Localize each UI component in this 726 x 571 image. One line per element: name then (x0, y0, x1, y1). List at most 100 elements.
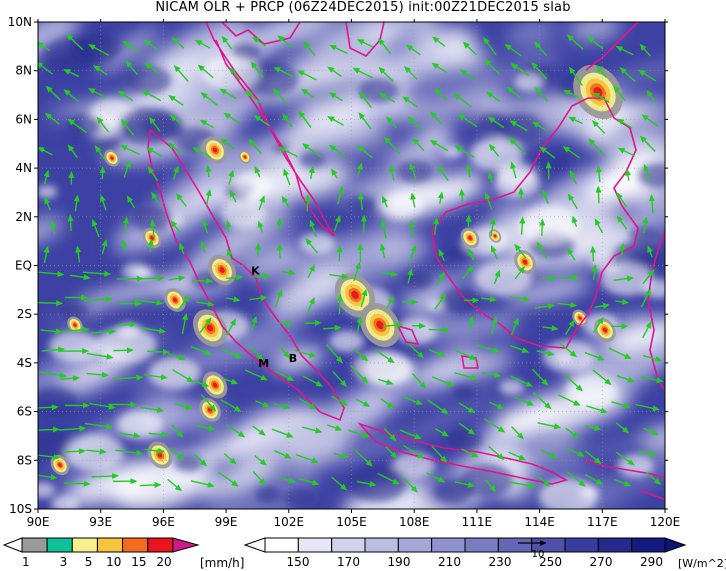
wind-arrow (454, 145, 475, 158)
wind-arrow (167, 353, 186, 361)
cloud-detail (283, 488, 316, 508)
wind-arrow (354, 449, 373, 467)
cloud-detail (514, 73, 544, 92)
wind-arrow (149, 219, 156, 238)
wind-arrow (298, 477, 320, 486)
wind-arrow (616, 118, 633, 129)
wind-arrow (641, 114, 659, 128)
wind-arrow (116, 275, 144, 282)
wind-arrow (172, 165, 179, 180)
wind-arrow (454, 481, 476, 488)
wind-arrow (378, 37, 392, 55)
wind-arrow (408, 219, 415, 238)
wind-arrow (615, 298, 630, 305)
wind-arrow (434, 88, 448, 101)
wind-arrow (382, 322, 404, 329)
wind-arrow (295, 453, 319, 464)
wind-arrow (226, 296, 241, 303)
wind-arrow (179, 242, 185, 255)
wind-arrow (386, 116, 398, 129)
wind-arrow (141, 275, 165, 282)
wind-arrow (117, 90, 134, 102)
wind-arrow (253, 115, 270, 127)
wind-arrow (328, 92, 343, 102)
wind-arrow (360, 288, 368, 308)
cloud-detail (395, 318, 437, 344)
wind-arrow (309, 219, 317, 238)
wind-arrow (356, 480, 377, 487)
wind-arrow (167, 478, 183, 492)
cloud-patch (474, 93, 576, 121)
wind-arrow (385, 446, 398, 459)
wind-arrow (193, 380, 210, 387)
wind-arrow (428, 327, 451, 334)
olr-colorbar-tick: 270 (590, 555, 613, 569)
wind-arrow (281, 269, 296, 276)
wind-arrow (257, 220, 264, 233)
wind-arrow (333, 452, 349, 459)
olr-colorbar-tick: 250 (539, 555, 562, 569)
wind-arrow (572, 215, 578, 228)
olr-colorbar-high-arrow (664, 537, 687, 553)
wind-arrow (489, 401, 505, 409)
wind-arrow (596, 65, 607, 78)
wind-arrow (167, 142, 182, 155)
precip-colorbar-segment (46, 537, 73, 553)
wind-arrow (489, 217, 496, 237)
wind-arrow (458, 422, 476, 435)
wind-arrow (302, 375, 324, 387)
wind-arrow (640, 376, 664, 384)
cloud-detail (148, 357, 201, 390)
wind-arrow (611, 401, 631, 409)
lon-label: 114E (524, 515, 555, 529)
wind-arrow (608, 347, 632, 359)
wind-arrow (67, 214, 74, 232)
wind-arrow (304, 194, 311, 212)
wind-arrow (252, 471, 266, 486)
cloud-detail (42, 37, 100, 73)
cloud-detail (220, 199, 267, 229)
cloud-patch (113, 463, 213, 509)
wind-arrow (348, 429, 371, 438)
wind-arrow (38, 61, 53, 75)
wind-arrow (563, 89, 580, 99)
wind-arrow (168, 94, 184, 106)
wind-arrow (412, 137, 425, 152)
wind-arrow (508, 451, 527, 461)
cloud-detail (245, 191, 265, 203)
wind-arrow (378, 92, 396, 103)
wind-arrow (298, 397, 317, 410)
olr-colorbar-tick: 170 (337, 555, 360, 569)
wind-arrow (531, 368, 549, 386)
coastline-vietnam-tip (345, 22, 385, 57)
cloud-detail (38, 185, 58, 199)
wind-arrow (514, 243, 527, 259)
wind-arrow (411, 373, 427, 389)
wind-arrow (308, 165, 315, 179)
wind-arrow (326, 424, 343, 431)
wind-arrow (252, 425, 266, 436)
cloud-detail (329, 330, 365, 353)
lon-label: 96E (152, 515, 175, 529)
wind-arrow (484, 192, 493, 210)
wind-arrow (123, 160, 131, 178)
wind-arrow (173, 64, 189, 82)
wind-arrow (223, 378, 239, 385)
wind-arrow (174, 403, 193, 410)
wind-arrow (615, 46, 634, 56)
wind-arrow (635, 403, 660, 412)
lon-label: 117E (587, 515, 618, 529)
lon-label: 111E (462, 515, 493, 529)
wind-arrow (353, 348, 369, 362)
cloud-patch (268, 267, 347, 318)
wind-arrow (356, 39, 373, 48)
wind-arrow (614, 478, 632, 487)
lat-label: 8S (17, 453, 32, 467)
wind-arrow (44, 112, 60, 125)
wind-arrow (60, 375, 81, 382)
cloud-detail (446, 427, 483, 451)
cloud-detail (254, 486, 282, 503)
lon-label: 120E (650, 515, 681, 529)
precip-colorbar-tick: 1 (22, 555, 30, 569)
wind-arrow (274, 450, 292, 459)
